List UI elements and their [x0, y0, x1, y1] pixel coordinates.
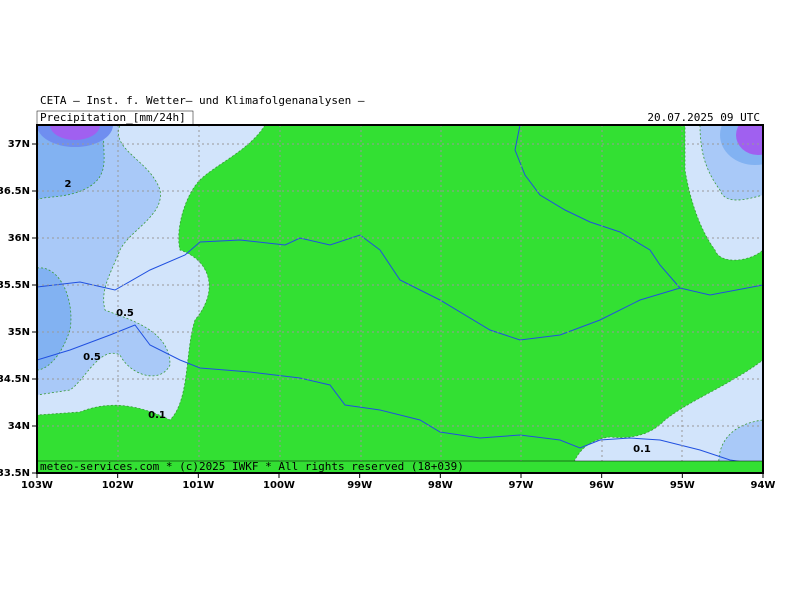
footer: meteo-services.com * (c)2025 IWKF * All … [40, 460, 464, 473]
lon-label: 97W [509, 480, 534, 491]
lat-label: 37N [8, 139, 30, 150]
lat-label: 34.5N [0, 374, 30, 385]
lat-label: 34N [8, 421, 30, 432]
map-field [37, 125, 763, 473]
date: 20.07.2025 09 UTC [647, 111, 760, 124]
lon-label: 94W [751, 480, 776, 491]
contour-label: 0.5 [116, 308, 134, 319]
lat-label: 36.5N [0, 186, 30, 197]
lat-label: 35N [8, 327, 30, 338]
contour-label: 0.1 [633, 444, 651, 455]
subtitle: Precipitation_[mm/24h] [40, 111, 186, 124]
lon-label: 103W [21, 480, 53, 491]
lat-label: 33.5N [0, 468, 30, 479]
contour-label: 0.5 [83, 352, 101, 363]
axes: 103W 102W 101W 100W 99W 98W 97W 96W 95W 94W 37N 36.… [0, 139, 775, 491]
lon-label: 102W [102, 480, 134, 491]
lon-label: 99W [347, 480, 372, 491]
lon-label: 100W [263, 480, 295, 491]
contour-label: 0.1 [148, 410, 166, 421]
header-title: CETA — Inst. f. Wetter— und Klimafolgena… [40, 94, 365, 107]
lon-label: 95W [670, 480, 695, 491]
lon-label: 101W [182, 480, 214, 491]
lon-label: 98W [428, 480, 453, 491]
lat-label: 35.5N [0, 280, 30, 291]
contour-label: 2 [65, 179, 72, 190]
lon-label: 96W [589, 480, 614, 491]
lat-label: 36N [8, 233, 30, 244]
map-frame [36, 124, 764, 474]
